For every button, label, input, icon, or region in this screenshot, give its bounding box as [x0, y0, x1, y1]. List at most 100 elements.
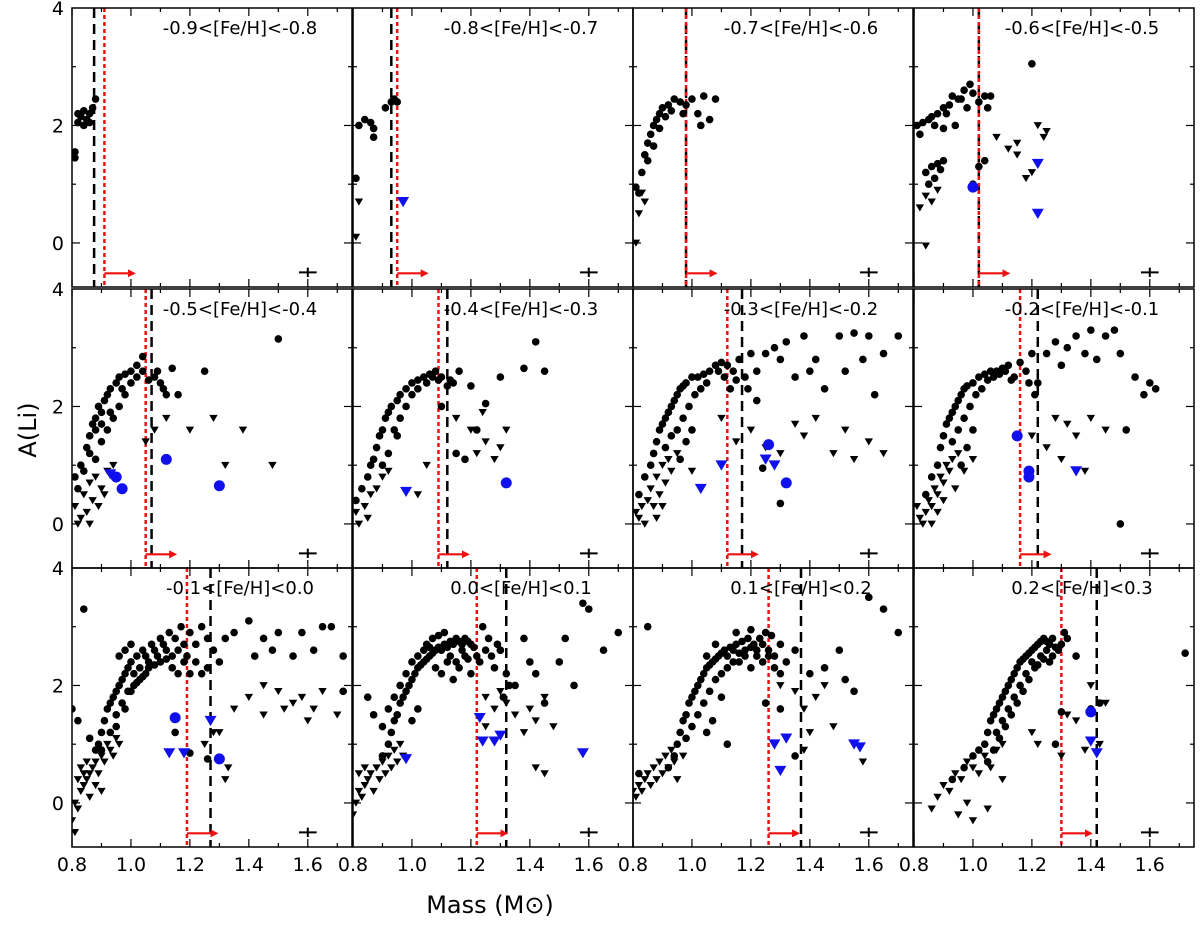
detection-point	[186, 669, 194, 678]
detection-point	[963, 382, 971, 390]
detection-point	[921, 168, 930, 177]
detection-point	[1051, 740, 1060, 749]
upper-limit-point	[649, 764, 658, 772]
detection-point	[168, 664, 177, 672]
detection-point	[1140, 390, 1148, 399]
upper-limit-point	[88, 497, 97, 505]
panel-title: -0.7<[Fe/H]<-0.6	[724, 18, 879, 39]
upper-limit-point	[472, 450, 481, 458]
detection-point	[82, 443, 91, 452]
detection-point	[986, 92, 995, 100]
detection-point	[679, 109, 687, 118]
detection-point	[711, 95, 720, 103]
x-tick-label: 1.2	[736, 854, 766, 876]
upper-limit-point	[85, 770, 94, 778]
detection-point	[1028, 60, 1036, 68]
panel-frame	[71, 288, 353, 569]
detection-point	[431, 664, 440, 672]
detection-point	[153, 652, 162, 660]
upper-limit-point	[390, 746, 399, 754]
detection-point	[393, 711, 402, 719]
detection-point	[688, 722, 696, 731]
detection-point	[936, 443, 945, 452]
detection-point	[1033, 379, 1042, 387]
upper-limit-point	[531, 717, 540, 725]
upper-limit-point	[634, 514, 644, 522]
x-tick-label: 1.6	[854, 854, 884, 876]
detection-point	[200, 367, 209, 376]
detection-point	[927, 112, 936, 121]
upper-limit-point	[633, 793, 641, 801]
upper-limit-point	[366, 491, 375, 499]
detection-point	[455, 367, 463, 376]
upper-limit-point	[353, 233, 361, 241]
detection-point	[1122, 426, 1131, 434]
detection-point	[396, 414, 404, 423]
detection-point	[682, 101, 690, 109]
panel-frame	[71, 567, 353, 848]
detection-point	[112, 687, 121, 696]
detection-point	[77, 461, 85, 470]
detection-point	[1004, 361, 1013, 370]
detection-point	[91, 746, 100, 754]
panel-frame	[913, 567, 1195, 848]
detection-point	[717, 669, 726, 678]
detection-point	[428, 634, 437, 643]
detection-point	[1057, 708, 1066, 716]
detection-point	[327, 622, 336, 631]
upper-limit-point	[72, 817, 77, 825]
upper-limit-point	[366, 770, 375, 778]
detection-point	[983, 104, 992, 112]
detection-point	[390, 426, 399, 434]
detection-point	[702, 728, 711, 737]
detection-point	[649, 121, 658, 130]
detection-point	[998, 693, 1007, 702]
upper-limit-point	[643, 497, 652, 505]
detection-point	[723, 740, 732, 749]
detection-point	[393, 98, 402, 106]
detection-point	[97, 408, 106, 417]
detection-point	[402, 402, 410, 411]
upper-limit-point	[664, 455, 673, 464]
detection-point	[916, 130, 924, 139]
detection-point	[948, 92, 957, 100]
detection-point	[942, 420, 951, 428]
detection-point	[800, 332, 808, 340]
upper-limit-point	[381, 770, 390, 778]
detection-point	[1001, 367, 1010, 376]
detection-point	[540, 367, 549, 376]
upper-limit-point	[141, 438, 150, 446]
upper-limit-point	[933, 491, 942, 499]
detection-point	[770, 664, 779, 672]
detection-point	[150, 661, 159, 669]
blue-upper-limit-point	[104, 469, 117, 480]
detection-point	[97, 437, 106, 446]
detection-point	[992, 728, 1001, 737]
detection-point	[747, 349, 755, 358]
detection-point	[652, 437, 661, 446]
detection-point	[197, 622, 206, 631]
detection-point	[531, 669, 540, 678]
detection-point	[446, 376, 455, 384]
detection-point	[673, 740, 682, 749]
upper-limit-point	[790, 420, 800, 428]
detection-point	[975, 373, 983, 381]
detection-point	[144, 376, 153, 384]
detection-point	[820, 664, 829, 672]
detection-point	[203, 755, 212, 763]
upper-limit-point	[481, 438, 490, 446]
blue-upper-limit-point	[853, 742, 866, 753]
detection-point	[74, 118, 82, 127]
upper-limit-point	[879, 450, 888, 458]
blue-upper-limit-point	[715, 460, 728, 471]
detection-point	[708, 716, 717, 725]
blue-upper-limit-point	[848, 739, 861, 750]
detection-point	[298, 628, 306, 637]
upper-limit-point	[974, 770, 984, 778]
detection-point	[676, 455, 684, 464]
detection-point	[209, 646, 218, 655]
upper-limit-point	[97, 787, 106, 795]
upper-limit-point	[841, 426, 850, 434]
upper-limit-point	[76, 787, 86, 795]
